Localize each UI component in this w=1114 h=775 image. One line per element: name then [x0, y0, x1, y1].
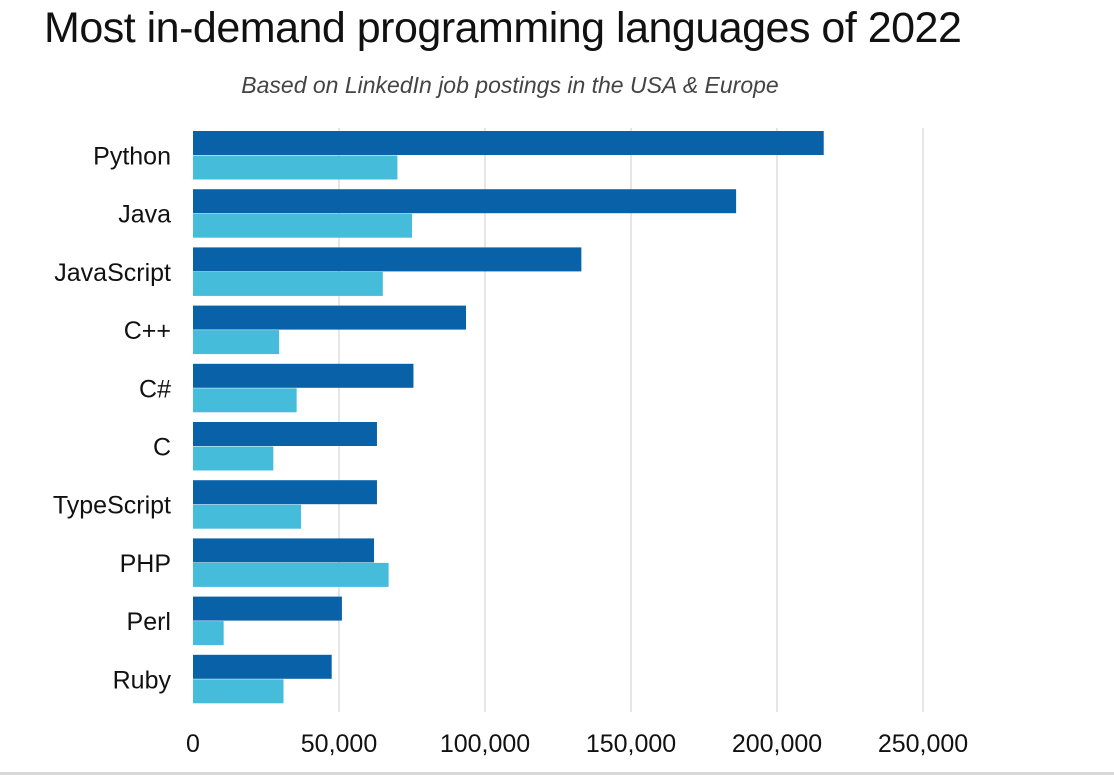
bar-javascript-series-2: [193, 271, 383, 296]
x-tick-label: 150,000: [586, 730, 676, 758]
x-tick-label: 0: [186, 730, 200, 758]
bar-c-series-2: [193, 388, 297, 413]
bar-c-series-1: [193, 363, 414, 388]
category-label: C++: [124, 317, 171, 345]
bar-php-series-1: [193, 538, 375, 563]
category-label: Python: [93, 143, 171, 171]
category-label: PHP: [120, 550, 171, 578]
bar-c-series-1: [193, 422, 377, 446]
bar-java-series-1: [193, 189, 737, 214]
bar-ruby-series-1: [193, 654, 332, 679]
bar-c-series-1: [193, 305, 467, 330]
bars: [193, 131, 824, 704]
category-label: Java: [118, 201, 171, 229]
bar-python-series-2: [193, 155, 398, 180]
bar-javascript-series-1: [193, 247, 582, 272]
category-label: Perl: [127, 608, 171, 636]
category-label: JavaScript: [54, 259, 171, 287]
bar-php-series-2: [193, 562, 389, 587]
category-label: TypeScript: [53, 492, 171, 520]
category-label: C: [153, 434, 171, 462]
gridlines: [338, 128, 924, 712]
chart-title: Most in-demand programming languages of …: [44, 4, 962, 52]
bar-ruby-series-2: [193, 679, 284, 704]
bar-c-series-2: [193, 330, 280, 355]
bar-typescript-series-1: [193, 480, 377, 505]
category-labels: Python Java JavaScript C++ C# C TypeScript PHP P…: [53, 143, 172, 695]
chart-subtitle: Based on LinkedIn job postings in the US…: [241, 72, 779, 98]
x-axis-ticks: 0 50,000 100,000 150,000 200,000 250,000: [186, 730, 968, 758]
bottom-border: [0, 772, 1114, 775]
bar-perl-series-2: [193, 621, 224, 646]
bar-perl-series-1: [193, 596, 342, 621]
x-tick-label: 50,000: [301, 730, 377, 758]
bar-c-series-2: [193, 446, 274, 471]
category-label: C#: [139, 375, 171, 403]
bar-python-series-1: [193, 131, 824, 155]
bar-typescript-series-2: [193, 504, 302, 529]
x-tick-label: 200,000: [732, 730, 822, 758]
x-tick-label: 250,000: [878, 730, 968, 758]
category-label: Ruby: [113, 666, 172, 694]
bar-java-series-2: [193, 213, 412, 238]
x-tick-label: 100,000: [440, 730, 530, 758]
